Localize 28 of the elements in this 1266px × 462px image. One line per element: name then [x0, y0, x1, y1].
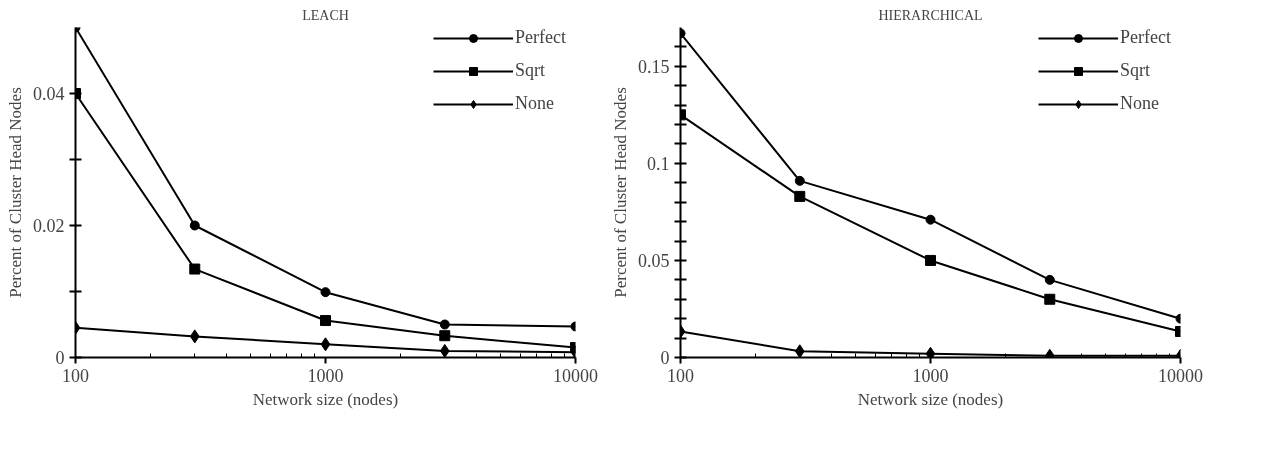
legend-label: Perfect — [1120, 27, 1172, 48]
y-tick-label: 0.05 — [638, 250, 670, 271]
legend-label: Sqrt — [515, 60, 546, 81]
legend-label: Sqrt — [1120, 60, 1151, 81]
legend-label: None — [1120, 93, 1160, 114]
x-tick-label: 10000 — [1158, 365, 1203, 386]
y-tick-label: 0 — [660, 348, 670, 368]
chart-title: LEACH — [302, 7, 349, 23]
legend-label: Perfect — [515, 27, 567, 48]
x-tick-label: 100 — [62, 365, 89, 386]
y-tick-label: 0.02 — [33, 216, 65, 236]
x-tick-label: 1000 — [307, 365, 344, 386]
x-tick-label: 100 — [667, 365, 694, 386]
x-tick-label: 10000 — [553, 365, 598, 386]
y-tick-label: 0.04 — [33, 84, 65, 104]
x-axis-title: Network size (nodes) — [252, 389, 399, 409]
y-tick-label: 0.15 — [638, 56, 670, 77]
x-axis-title: Network size (nodes) — [857, 389, 1004, 409]
legend-label: None — [515, 93, 555, 114]
y-tick-label: 0 — [55, 348, 65, 368]
point — [925, 214, 936, 225]
point — [925, 346, 936, 358]
y-axis-title: Percent of Cluster Head Nodes — [6, 87, 25, 298]
point — [925, 254, 936, 266]
y-tick-label: 0.1 — [647, 153, 670, 174]
y-axis-title: Percent of Cluster Head Nodes — [611, 87, 630, 298]
chart-title: HIERARCHICAL — [878, 7, 983, 23]
x-tick-label: 1000 — [912, 365, 949, 386]
